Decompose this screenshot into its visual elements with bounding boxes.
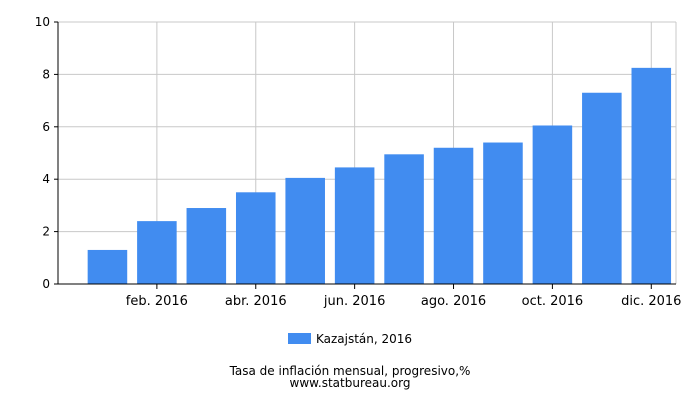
x-tick-label: abr. 2016	[225, 294, 287, 309]
y-tick-label: 6	[42, 120, 50, 134]
bar	[532, 125, 573, 285]
y-tick-label: 0	[42, 277, 50, 291]
x-tick-label: dic. 2016	[621, 294, 681, 309]
bar	[137, 221, 177, 284]
bar	[235, 192, 276, 284]
x-tick-label: oct. 2016	[522, 294, 584, 309]
inflation-bar-chart: 0 2 4 6 8 10 feb. 2016 abr. 2016 jun. 2016 ago. 2…	[35, 15, 682, 309]
legend-swatch	[287, 333, 311, 344]
bar	[186, 208, 227, 284]
chart-caption: Tasa de inflación mensual, progresivo,%	[229, 364, 471, 378]
bar-series	[87, 67, 672, 285]
y-tick-label: 4	[42, 172, 50, 186]
y-tick-label: 2	[42, 225, 50, 239]
chart-legend: Kazajstán, 2016	[0, 332, 700, 346]
grid-lines	[58, 21, 677, 284]
bar	[285, 177, 325, 284]
bar	[631, 67, 672, 284]
source-url: www.statbureau.org	[289, 376, 411, 390]
bar	[87, 249, 128, 284]
x-tick-label: ago. 2016	[421, 294, 486, 309]
bar	[483, 142, 523, 284]
x-tick-label: jun. 2016	[323, 294, 385, 309]
bar	[582, 92, 622, 285]
bar	[334, 167, 375, 284]
y-tick-label: 8	[42, 67, 50, 81]
bar	[433, 147, 474, 284]
x-tick-label: feb. 2016	[126, 294, 188, 309]
legend-label: Kazajstán, 2016	[315, 332, 413, 346]
bar	[384, 154, 424, 284]
axes: 0 2 4 6 8 10 feb. 2016 abr. 2016 jun. 2016 ago. 2…	[35, 15, 682, 309]
y-tick-label: 10	[35, 15, 50, 29]
